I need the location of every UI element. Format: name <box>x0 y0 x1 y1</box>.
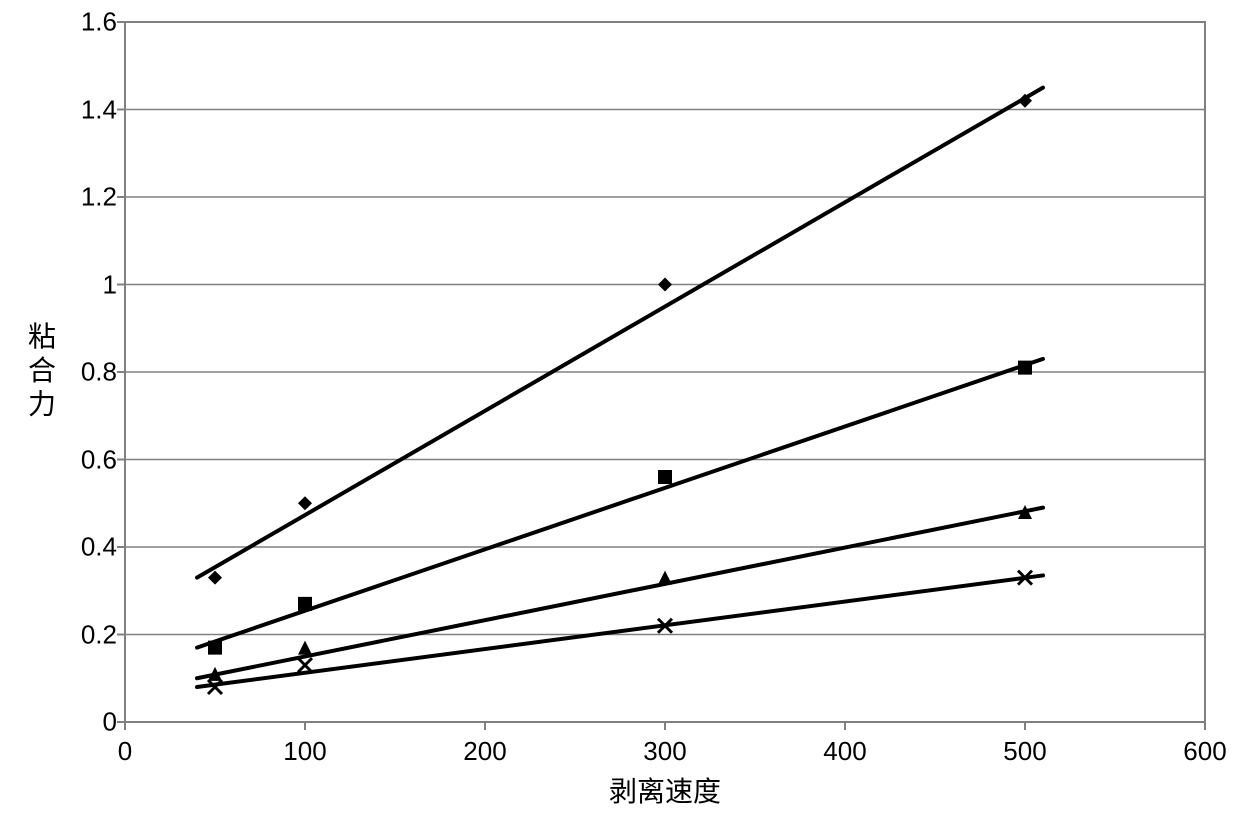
y-tick-label: 0.4 <box>81 532 125 563</box>
x-tick-label: 0 <box>118 730 132 767</box>
x-axis-label: 剥离速度 <box>609 770 721 810</box>
y-tick-label: 1.2 <box>81 182 125 213</box>
y-axis-label: 粘合力 <box>20 322 60 423</box>
x-tick-label: 100 <box>283 730 326 767</box>
y-tick-label: 1.6 <box>81 7 125 38</box>
x-tick-label: 400 <box>823 730 866 767</box>
chart-container: 粘合力 剥离速度 00.20.40.60.811.21.41.601002003… <box>0 0 1240 815</box>
y-tick-label: 0.2 <box>81 619 125 650</box>
y-tick-label: 1.4 <box>81 94 125 125</box>
y-tick-label: 1 <box>103 269 125 300</box>
x-tick-label: 300 <box>643 730 686 767</box>
scatter-chart <box>0 0 1240 815</box>
y-tick-label: 0.6 <box>81 444 125 475</box>
x-tick-label: 500 <box>1003 730 1046 767</box>
x-tick-label: 600 <box>1183 730 1226 767</box>
y-tick-label: 0.8 <box>81 357 125 388</box>
x-tick-label: 200 <box>463 730 506 767</box>
